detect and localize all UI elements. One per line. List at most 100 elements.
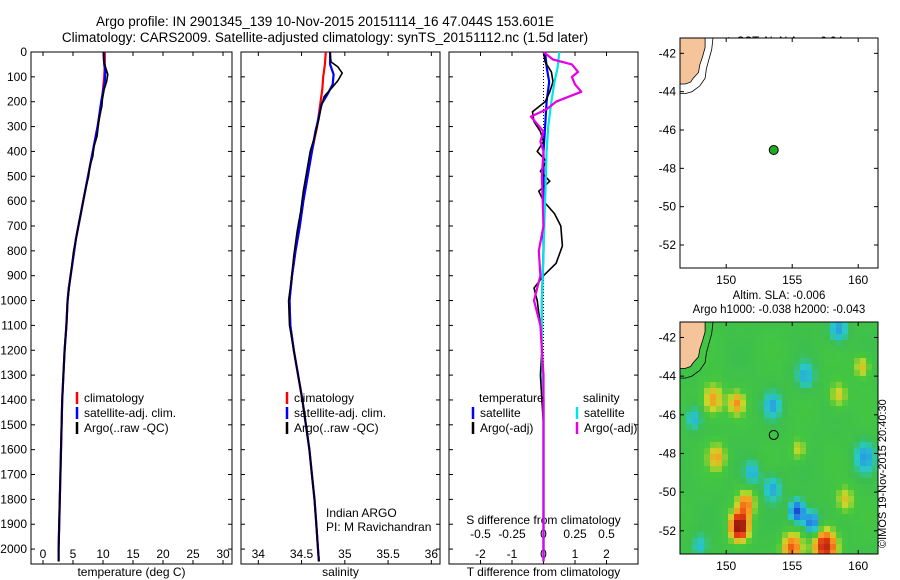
shelf-contour [680,38,714,94]
sla-cell [800,532,807,539]
sla-cell [740,514,747,521]
sla-cell [698,442,705,449]
sla-cell [752,502,759,509]
sla-cell [860,532,867,539]
sla-cell [782,346,789,353]
sla-cell [686,418,693,425]
sla-cell [698,358,705,365]
sla-cell [758,508,765,515]
sla-cell [806,460,813,467]
sla-cell [770,376,777,383]
sla-cell [686,394,693,401]
sla-cell [716,430,723,437]
sla-cell [716,394,723,401]
sla-cell [812,382,819,389]
x-tick-label: 1 [572,547,579,561]
figure-title-line-2: Climatology: CARS2009. Satellite-adjuste… [61,30,589,45]
sla-cell [746,538,753,545]
sla-cell [716,520,723,527]
sla-cell [866,466,873,473]
sla-cell [866,328,873,335]
sla-cell [812,430,819,437]
sla-cell [794,478,801,485]
legend-label: satellite-adj. clim. [84,406,176,420]
sla-cell [698,364,705,371]
sla-cell [818,472,825,479]
sla-cell [692,436,699,443]
sla-cell [854,436,861,443]
sla-cell [746,376,753,383]
sla-cell [848,430,855,437]
sla-cell [794,502,801,509]
sla-cell [836,382,843,389]
sla-cell [794,418,801,425]
sla-cell [764,544,771,551]
sla-cell [836,508,843,515]
map-y-tick-label: -52 [659,238,677,252]
sla-cell [734,472,741,479]
sla-cell [680,454,687,461]
sla-cell [740,376,747,383]
sla-cell [770,484,777,491]
sla-cell [758,394,765,401]
sla-cell [740,406,747,413]
sla-cell [680,496,687,503]
sla-cell [782,490,789,497]
sla-cell [806,376,813,383]
sla-cell [824,532,831,539]
sla-cell [704,502,711,509]
sla-cell [800,496,807,503]
sla-cell [716,532,723,539]
map-y-tick-label: -44 [659,369,677,383]
sla-cell [686,520,693,527]
sla-cell [734,448,741,455]
sla-cell [716,460,723,467]
sla-cell [824,340,831,347]
sla-cell [872,388,878,395]
sla-cell [704,490,711,497]
sla-cell [812,484,819,491]
y-tick-label: 2000 [0,542,27,556]
sla-cell [836,454,843,461]
sla-cell [680,394,687,401]
sla-cell [800,520,807,527]
sla-cell [872,502,878,509]
sla-cell [752,328,759,335]
sla-cell [872,406,878,413]
sla-cell [770,322,777,329]
sla-cell [836,538,843,545]
sla-cell [812,406,819,413]
sla-cell [710,490,717,497]
sla-cell [728,364,735,371]
y-tick-label: 500 [7,169,27,183]
map-y-tick-label: -44 [659,85,677,99]
sla-cell [770,502,777,509]
sla-cell [728,538,735,545]
sla-cell [800,418,807,425]
sla-cell [788,460,795,467]
sla-cell [818,448,825,455]
sla-cell [680,508,687,515]
sla-cell [818,478,825,485]
sla-cell [824,490,831,497]
sla-cell [872,340,878,347]
sla-cell [686,448,693,455]
sla-cell [728,412,735,419]
sla-cell [842,484,849,491]
sla-cell [794,322,801,329]
sla-cell [812,412,819,419]
sla-cell [704,520,711,527]
sla-cell [728,430,735,437]
x-tick-label: 10 [96,547,110,561]
sla-cell [770,394,777,401]
sla-cell [716,526,723,533]
sla-cell [824,370,831,377]
sla-cell [716,502,723,509]
sla-cell [866,484,873,491]
sla-cell [806,484,813,491]
sla-cell [830,346,837,353]
sla-cell [728,400,735,407]
sla-cell [860,520,867,527]
sla-cell [734,328,741,335]
sla-cell [818,508,825,515]
